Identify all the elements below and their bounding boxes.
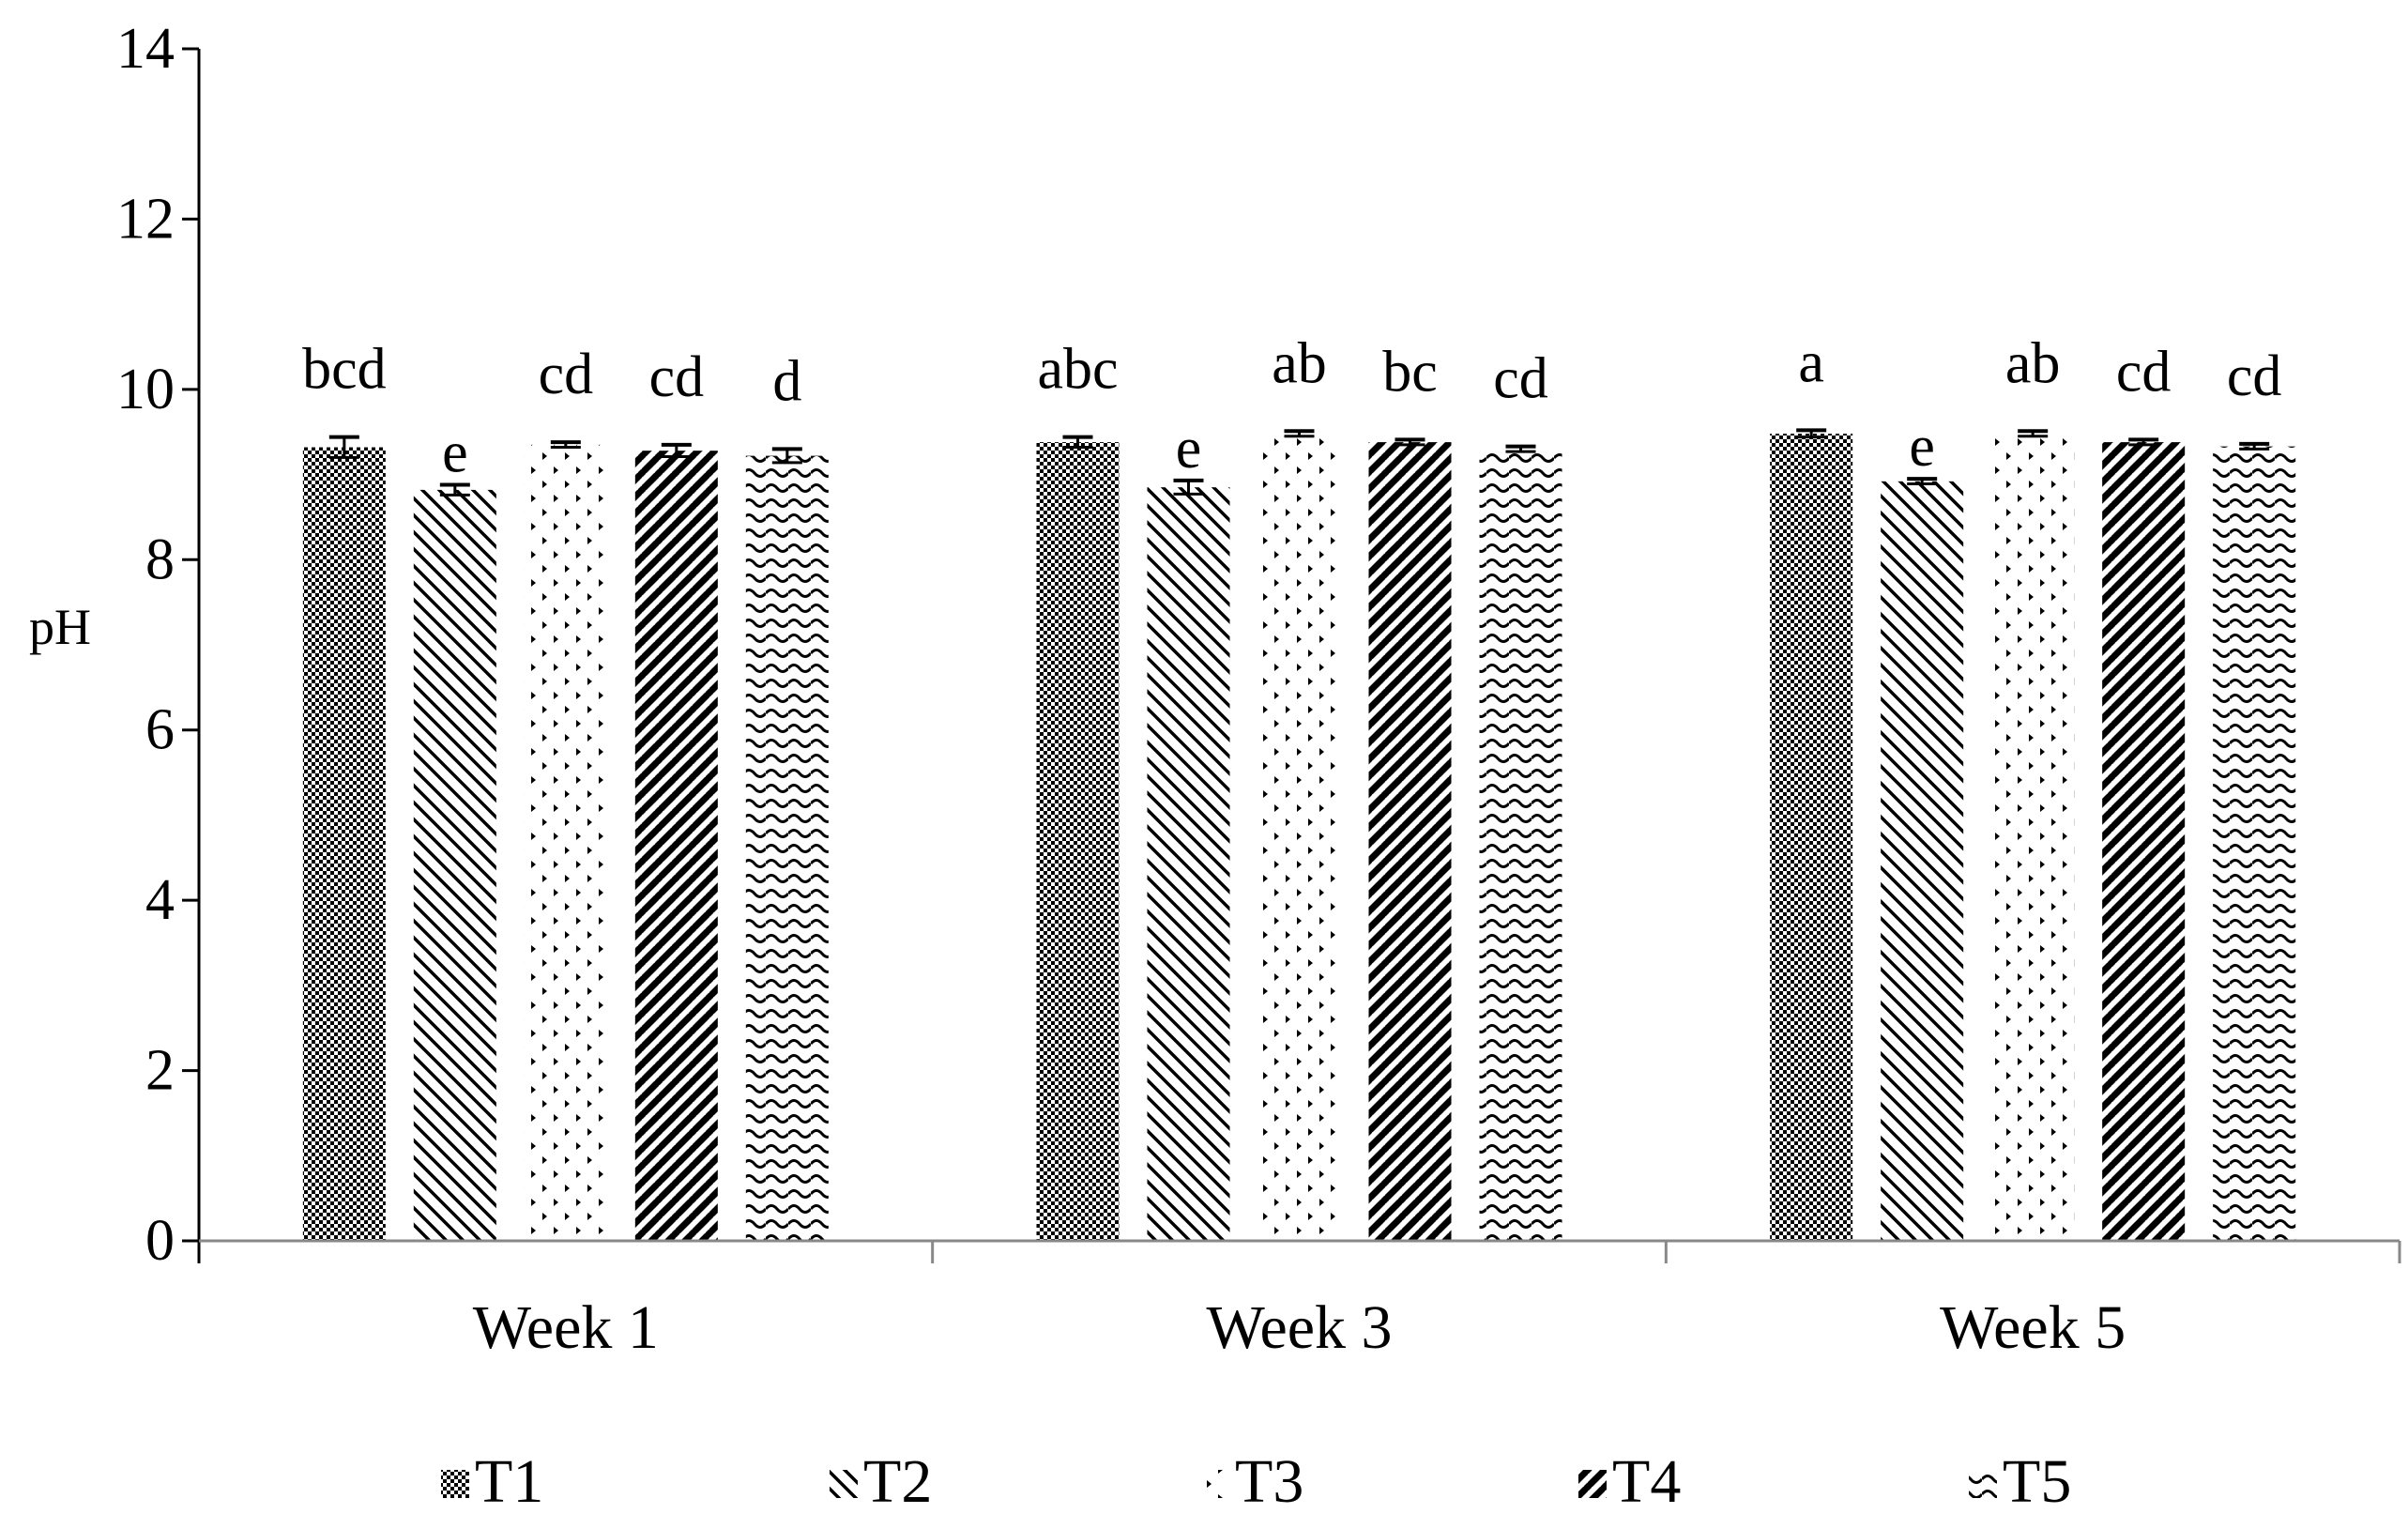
error-bar [439, 482, 470, 497]
significance-label: cd [539, 343, 594, 406]
y-axis-label: pH [29, 599, 91, 655]
error-bar [1395, 437, 1425, 447]
bar-t2-week-1 [413, 489, 496, 1241]
y-tick-label: 8 [145, 528, 175, 591]
error-bar [328, 435, 359, 459]
significance-label: abc [1037, 338, 1118, 402]
error-bar [661, 442, 692, 459]
significance-label: cd [2116, 340, 2172, 404]
legend-label: T2 [863, 1447, 932, 1516]
significance-label: ab [2005, 331, 2061, 395]
significance-label: cd [1493, 347, 1548, 411]
category-label: Week 3 [1206, 1293, 1392, 1362]
error-bar [1062, 435, 1093, 450]
legend-label: T1 [475, 1447, 543, 1516]
legend-swatch [830, 1470, 858, 1498]
error-bar [2128, 437, 2159, 447]
category-label: Week 5 [1940, 1293, 2126, 1362]
legend-swatch [1201, 1470, 1229, 1498]
legend-item-t5: T5 [1969, 1447, 2071, 1516]
y-axis-ticks: 0 2 4 6 8 10 12 14 [116, 17, 199, 1273]
y-tick-label: 2 [145, 1039, 175, 1103]
error-bar [1796, 428, 1827, 439]
legend-label: T4 [1612, 1447, 1681, 1516]
significance-label: e [1909, 415, 1935, 479]
bar-t5-week-5 [2213, 446, 2296, 1241]
bar-t2-week-3 [1147, 487, 1230, 1241]
bar-t3-week-5 [1991, 434, 2075, 1241]
bar-t2-week-5 [1881, 481, 1964, 1241]
legend-swatch [1969, 1470, 1997, 1498]
category-label: Week 1 [473, 1293, 659, 1362]
significance-label: bcd [302, 338, 387, 402]
y-tick-label: 10 [116, 358, 175, 421]
legend-swatch [441, 1470, 469, 1498]
legend-item-t2: T2 [830, 1447, 932, 1516]
axes [197, 49, 2401, 1263]
legend-item-t3: T3 [1201, 1447, 1303, 1516]
error-bar [1907, 477, 1938, 486]
y-tick-label: 4 [145, 868, 175, 932]
bar-t4-week-5 [2102, 442, 2186, 1242]
legend: T1 T2 T3 T4 T5 [441, 1447, 2071, 1516]
bar-t1-week-1 [302, 447, 386, 1241]
bar-t5-week-1 [745, 455, 829, 1242]
legend-item-t4: T4 [1578, 1447, 1681, 1516]
bar-t3-week-3 [1257, 434, 1341, 1241]
bar-t1-week-3 [1036, 442, 1120, 1242]
significance-label: e [442, 420, 468, 484]
significance-label: e [1176, 417, 1202, 481]
bar-t3-week-1 [524, 444, 607, 1242]
error-bar [2018, 429, 2049, 438]
legend-label: T3 [1235, 1447, 1303, 1516]
error-bar [771, 447, 802, 465]
y-tick-label: 0 [145, 1209, 175, 1273]
error-bar [550, 440, 581, 450]
error-bar [2239, 441, 2270, 451]
error-bar [1173, 478, 1204, 496]
significance-label: cd [2227, 344, 2282, 408]
y-tick-label: 6 [145, 698, 175, 762]
significance-label: d [772, 349, 801, 413]
significance-label: a [1798, 330, 1824, 394]
y-tick-label: 12 [116, 187, 175, 251]
error-bar [1505, 444, 1536, 453]
bar-t5-week-3 [1479, 449, 1562, 1241]
category-labels: Week 1 Week 3 Week 5 [473, 1293, 2126, 1362]
legend-item-t1: T1 [441, 1447, 543, 1516]
significance-label: ab [1272, 331, 1327, 395]
legend-swatch [1578, 1470, 1607, 1498]
bar-t1-week-5 [1770, 434, 1853, 1241]
legend-label: T5 [2003, 1447, 2071, 1516]
error-bar [1284, 429, 1315, 438]
significance-label: cd [649, 345, 705, 409]
bar-t4-week-3 [1368, 442, 1452, 1242]
significance-label: bc [1382, 340, 1438, 404]
y-tick-label: 14 [116, 17, 175, 81]
bar-t4-week-1 [634, 451, 718, 1242]
